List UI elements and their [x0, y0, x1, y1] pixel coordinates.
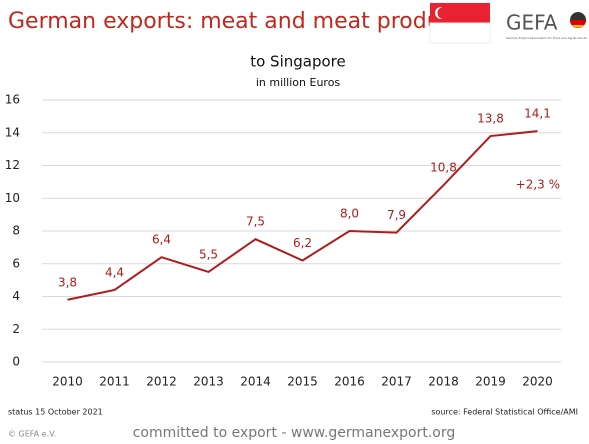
status: status 15 October 2021 — [8, 408, 103, 417]
x-tick-label: 2011 — [99, 375, 130, 389]
x-tick-label: 2012 — [146, 375, 177, 389]
logo-caption: German Export Association for Food and A… — [506, 36, 587, 40]
chart-title: German exports: meat and meat products — [8, 9, 473, 34]
x-tick-label: 2017 — [381, 375, 412, 389]
value-label: 10,8 — [430, 161, 457, 175]
y-tick-label: 14 — [5, 125, 20, 139]
x-tick-label: 2010 — [52, 375, 83, 389]
value-label: 7,9 — [387, 208, 406, 222]
source: source: Federal Statistical Office/AMI — [431, 408, 578, 417]
y-tick-label: 4 — [12, 289, 20, 303]
flag — [429, 3, 491, 44]
value-label: 13,8 — [477, 112, 504, 126]
logo-emblem — [570, 12, 586, 28]
copyright: © GEFA e.V. — [8, 430, 56, 439]
value-label: 3,8 — [58, 275, 77, 289]
y-tick-label: 2 — [12, 322, 20, 336]
y-tick-label: 0 — [12, 355, 20, 369]
y-tick-label: 10 — [5, 191, 20, 205]
x-tick-label: 2018 — [428, 375, 459, 389]
value-label: 8,0 — [340, 207, 359, 221]
x-tick-label: 2013 — [193, 375, 224, 389]
x-tick-label: 2020 — [522, 375, 553, 389]
x-tick-label: 2016 — [334, 375, 365, 389]
x-tick-label: 2015 — [287, 375, 318, 389]
y-tick-label: 12 — [5, 158, 20, 172]
value-label: 4,4 — [105, 265, 124, 279]
line — [67, 130, 538, 301]
value-label: 6,4 — [152, 233, 171, 247]
annotation: +2,3 % — [516, 178, 560, 192]
value-label: 7,5 — [246, 215, 265, 229]
y-tick-label: 6 — [12, 256, 20, 270]
unit-label: in million Euros — [256, 76, 341, 89]
value-label: 6,2 — [293, 236, 312, 250]
logo: GEFA — [506, 11, 558, 35]
subtitle: to Singapore — [250, 53, 346, 71]
x-tick-label: 2014 — [240, 375, 271, 389]
value-label: 14,1 — [524, 107, 551, 121]
y-tick-label: 8 — [12, 224, 20, 238]
footer: committed to export - www.germanexport.o… — [133, 425, 456, 441]
y-tick-label: 16 — [5, 93, 20, 107]
value-label: 5,5 — [199, 247, 218, 261]
x-tick-label: 2019 — [475, 375, 506, 389]
